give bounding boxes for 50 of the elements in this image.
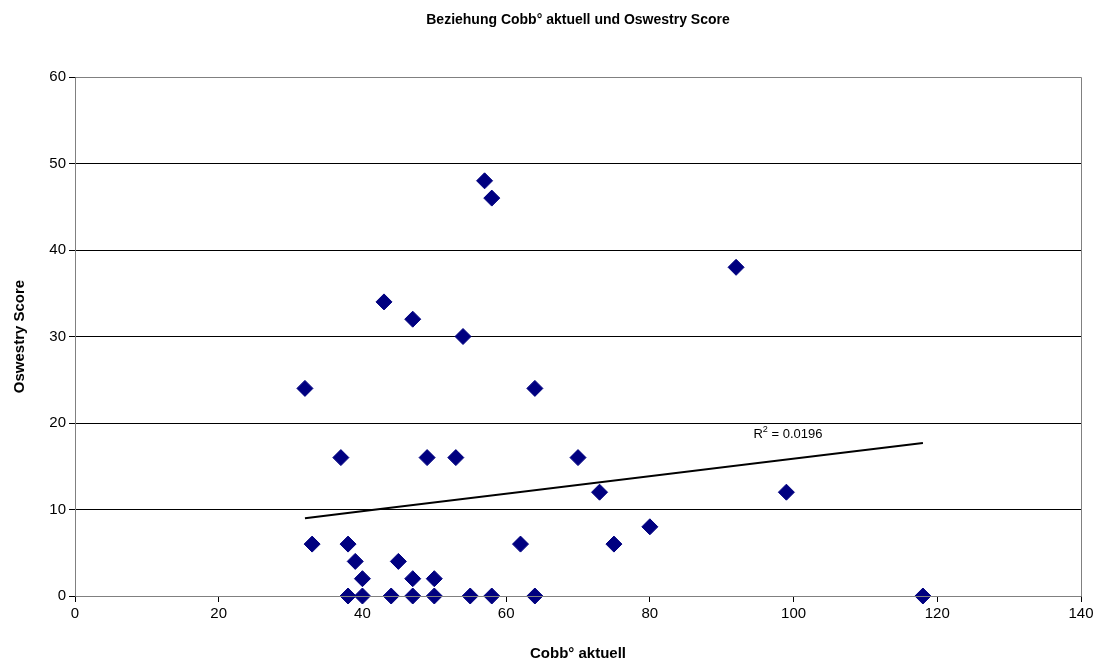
point xyxy=(404,310,422,328)
point xyxy=(454,328,472,345)
point xyxy=(389,552,407,570)
point xyxy=(777,483,795,501)
point xyxy=(353,570,371,588)
point xyxy=(461,587,479,605)
y-tick-label: 20 xyxy=(49,413,66,431)
point xyxy=(569,449,587,467)
x-tick-label: 0 xyxy=(70,604,80,622)
point xyxy=(418,449,436,467)
x-tick-label: 80 xyxy=(641,604,659,622)
y-tick-label: 60 xyxy=(49,67,66,85)
point xyxy=(375,293,393,311)
point xyxy=(303,535,321,553)
point xyxy=(512,535,530,553)
chart-title: Beziehung Cobb° aktuell und Oswestry Score xyxy=(426,10,730,27)
point xyxy=(339,535,357,553)
point xyxy=(914,587,932,605)
y-tick-label: 10 xyxy=(49,499,66,517)
point xyxy=(382,587,400,605)
point xyxy=(425,587,443,605)
point xyxy=(727,258,745,276)
point xyxy=(404,570,422,588)
x-tick-label: 100 xyxy=(781,604,807,622)
x-tick-label: 20 xyxy=(210,604,228,622)
y-tick-label: 0 xyxy=(57,586,66,604)
y-tick-label: 50 xyxy=(49,153,66,171)
point xyxy=(605,535,623,553)
point xyxy=(346,552,364,570)
point xyxy=(591,483,609,501)
y-axis-title: Oswestry Score xyxy=(10,279,28,394)
x-tick-label: 60 xyxy=(497,604,515,622)
point xyxy=(476,172,494,190)
y-tick-label: 30 xyxy=(49,326,66,344)
point xyxy=(483,587,501,605)
point xyxy=(296,379,314,397)
y-tick-label: 40 xyxy=(49,240,66,258)
point xyxy=(353,587,371,605)
point xyxy=(526,587,544,605)
point xyxy=(447,449,465,467)
point xyxy=(404,587,422,605)
point xyxy=(332,449,350,467)
point xyxy=(483,189,501,207)
x-tick-label: 40 xyxy=(354,604,371,622)
x-axis-title: Cobb° aktuell xyxy=(530,644,627,662)
point xyxy=(641,518,659,536)
point xyxy=(425,570,443,588)
x-tick-label: 140 xyxy=(1068,604,1094,622)
x-tick-label: 120 xyxy=(924,604,950,622)
point xyxy=(526,379,544,397)
